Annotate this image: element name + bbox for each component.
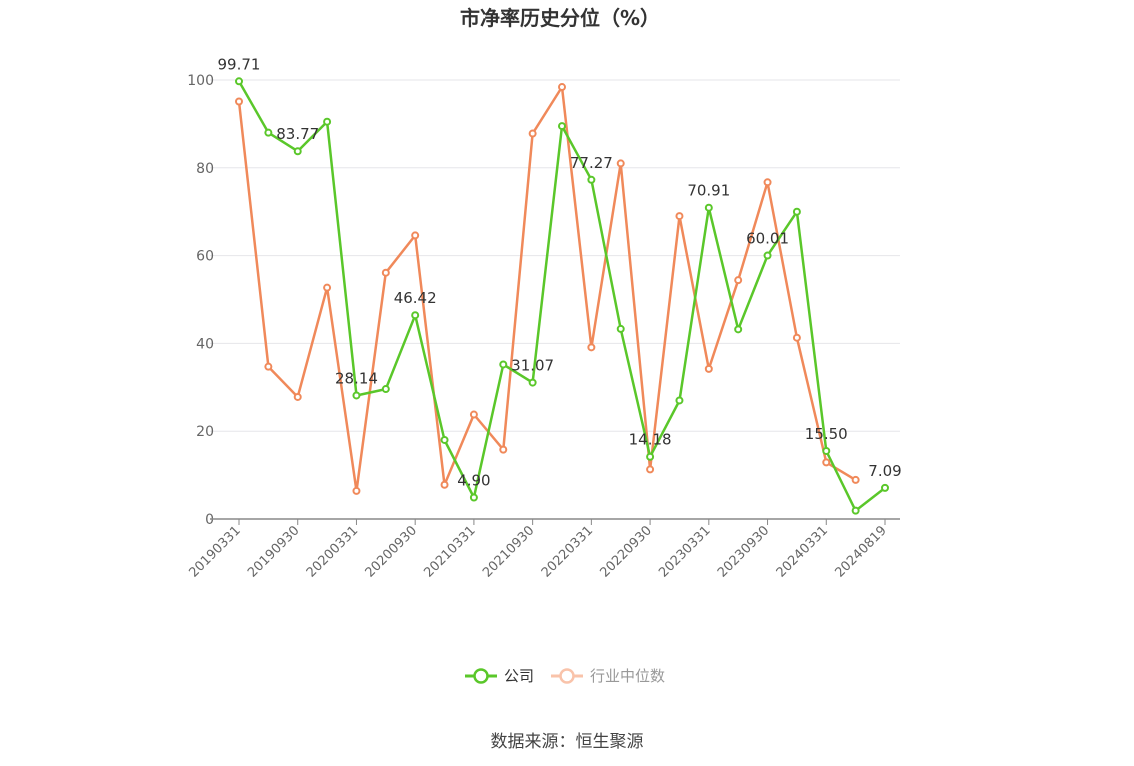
data-label: 99.71 [218, 55, 261, 73]
data-label: 31.07 [511, 357, 554, 375]
x-tick-label: 20200930 [363, 523, 420, 580]
x-tick-label: 20240819 [832, 523, 889, 580]
series-line-1 [237, 85, 857, 493]
series-1-point[interactable] [851, 475, 860, 484]
data-label: 15.50 [805, 425, 848, 443]
legend-item-industry[interactable]: 行业中位数 [551, 667, 665, 685]
series-0-point[interactable] [440, 435, 449, 444]
series-1-point[interactable] [675, 212, 684, 221]
y-tick-label: 60 [196, 249, 214, 265]
series-1-point[interactable] [528, 129, 537, 138]
data-label: 83.77 [276, 125, 319, 143]
series-1-point[interactable] [381, 268, 390, 277]
legend-industry-label: 行业中位数 [590, 667, 665, 685]
series-1-point[interactable] [646, 465, 655, 474]
series-0-point[interactable] [822, 446, 831, 455]
x-axis: 20190331 20190930 20200331 20200930 20210331… [186, 518, 900, 581]
data-label: 28.14 [335, 369, 378, 387]
source-note: 数据来源：恒生聚源 [491, 732, 644, 752]
series-1-point[interactable] [763, 178, 772, 187]
y-tick-label: 40 [196, 336, 214, 352]
series-1-point[interactable] [499, 445, 508, 454]
legend[interactable]: 公司 行业中位数 [465, 667, 665, 685]
series-1-point[interactable] [264, 362, 273, 371]
grid-lines [210, 79, 900, 432]
series-0-point[interactable] [616, 324, 625, 333]
series-1-point[interactable] [616, 159, 625, 168]
x-tick-label: 20190930 [245, 523, 302, 580]
data-label: 77.27 [570, 154, 613, 172]
data-labels: 99.71 83.77 28.14 46.42 4.90 31.07 77.27 14.18 7… [218, 55, 902, 489]
legend-company-marker [473, 668, 489, 684]
series-0-point[interactable] [792, 207, 801, 216]
data-label: 14.18 [629, 431, 672, 449]
series-0-point[interactable] [352, 391, 361, 400]
series-0-point[interactable] [469, 493, 478, 502]
x-tick-label: 20240331 [774, 523, 831, 580]
series-0-point[interactable] [499, 360, 508, 369]
series-0-point[interactable] [558, 122, 566, 131]
series-0-point[interactable] [763, 251, 772, 260]
series-1-point[interactable] [558, 83, 566, 92]
data-label: 4.90 [457, 471, 490, 489]
series-1-point[interactable] [440, 480, 449, 489]
y-tick-label: 0 [205, 512, 214, 528]
y-tick-label: 100 [187, 73, 214, 89]
series-lines [237, 80, 886, 512]
series-1-point[interactable] [293, 392, 302, 401]
x-tick-label: 20220930 [598, 523, 655, 580]
x-tick-label: 20200331 [304, 523, 361, 580]
data-label: 7.09 [868, 462, 901, 480]
legend-industry-marker [559, 668, 575, 684]
series-1-point[interactable] [323, 283, 332, 292]
y-tick-label: 80 [196, 161, 214, 177]
series-0-point[interactable] [235, 77, 243, 86]
series-0-point[interactable] [528, 378, 537, 387]
x-tick-label: 20230331 [656, 523, 713, 580]
series-1-point[interactable] [469, 410, 478, 419]
series-1-point[interactable] [822, 458, 831, 467]
series-1-point[interactable] [235, 97, 243, 106]
series-1-point[interactable] [792, 333, 801, 342]
series-0-point[interactable] [646, 452, 655, 461]
data-label: 70.91 [687, 182, 730, 200]
y-axis: 0 20 40 60 80 100 [187, 73, 214, 528]
legend-company-label: 公司 [504, 667, 534, 685]
x-tick-label: 20210930 [480, 523, 537, 580]
series-0-point[interactable] [264, 128, 273, 137]
series-1-point[interactable] [734, 276, 743, 285]
x-tick-label: 20230930 [715, 523, 772, 580]
series-0-point[interactable] [881, 483, 889, 492]
x-tick-label: 20210331 [421, 523, 478, 580]
series-0-point[interactable] [704, 203, 713, 212]
series-0-point[interactable] [293, 147, 302, 156]
series-0-point[interactable] [851, 506, 860, 515]
series-1-point[interactable] [587, 343, 596, 352]
data-label: 46.42 [394, 289, 437, 307]
series-points [235, 77, 889, 515]
y-tick-label: 20 [196, 424, 214, 440]
series-0-point[interactable] [587, 175, 596, 184]
series-0-point[interactable] [675, 396, 684, 405]
series-0-point[interactable] [323, 117, 332, 126]
series-1-point[interactable] [704, 364, 713, 373]
series-1-point[interactable] [411, 231, 420, 240]
series-0-point[interactable] [381, 385, 390, 394]
chart-title: 市净率历史分位（%） [460, 6, 660, 30]
series-0-point[interactable] [734, 325, 743, 334]
x-tick-label: 20190331 [186, 523, 243, 580]
data-label: 60.01 [746, 230, 789, 248]
series-0-point[interactable] [411, 311, 420, 320]
legend-item-company[interactable]: 公司 [465, 667, 534, 685]
x-tick-label: 20220331 [539, 523, 596, 580]
series-1-point[interactable] [352, 486, 361, 495]
